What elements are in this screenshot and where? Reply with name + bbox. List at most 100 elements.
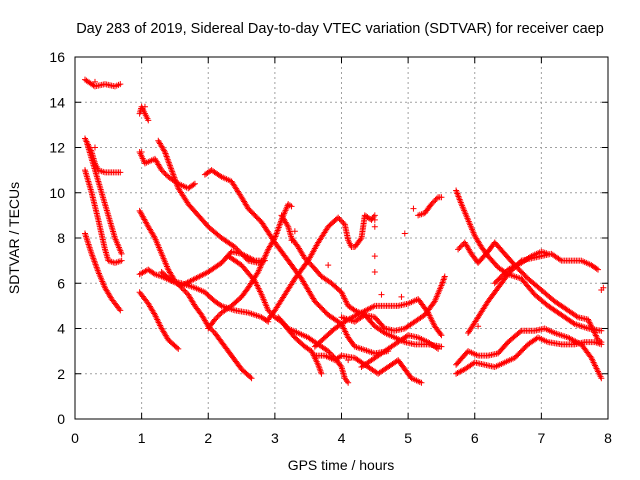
data-point-trail [327,350,334,357]
data-point [158,167,165,174]
data-point [117,307,124,314]
data-point-trail [326,349,333,356]
data-point-trail [570,320,577,327]
data-point-trail [592,330,599,337]
data-point [598,375,605,382]
data-point-trail [437,330,444,337]
data-point-trail [431,198,438,205]
data-point [401,230,408,237]
data-point-trail [336,215,343,222]
data-point [545,250,552,257]
data-point-trail [181,287,188,294]
series-arc-n [205,201,295,332]
data-point [138,149,145,156]
data-point [191,180,198,187]
data-point-trail [87,246,94,253]
data-point-trail [517,328,524,335]
data-point [475,323,482,330]
data-point-trail [589,325,596,332]
data-point-trail [433,344,440,351]
data-point-trail [209,327,216,334]
data-point-trail [337,362,344,369]
data-point [410,205,417,212]
x-tick-label: 8 [604,430,612,446]
data-point [301,255,308,262]
data-point [371,216,378,223]
data-point-trail [303,256,310,263]
data-point [118,250,125,257]
data-point-trail [337,217,344,224]
data-point [438,194,445,201]
data-points [81,76,607,386]
data-point-trail [161,169,168,176]
data-point-trail [150,270,157,277]
data-point-trail [593,333,600,340]
y-tick-label: 4 [57,321,65,337]
data-point-trail [217,301,224,308]
data-point-trail [590,328,597,335]
data-point [318,370,325,377]
data-point-trail [457,243,464,250]
data-point [598,327,605,334]
x-tick-label: 3 [271,430,279,446]
data-point [175,345,182,352]
data-point [378,291,385,298]
data-point-trail [214,313,221,320]
series-arc-d [81,167,125,266]
data-point-trail [357,236,364,243]
data-point-trail [85,241,92,248]
data-point [435,345,442,352]
data-point-trail [432,196,439,203]
series-arc-i [136,207,255,382]
y-tick-label: 8 [57,230,65,246]
data-point [91,78,98,85]
x-tick-label: 4 [338,430,346,446]
data-point-trail [84,238,91,245]
y-tick-label: 14 [49,94,65,110]
data-point [345,357,352,364]
chart-title: Day 283 of 2019, Sidereal Day-to-day VTE… [76,21,604,37]
data-point-trail [284,222,291,229]
x-tick-label: 0 [71,430,79,446]
series-arc-s [311,296,445,350]
data-point-trail [215,312,222,319]
data-point [441,273,448,280]
data-point-trail [213,315,220,322]
series-arc-h [155,137,268,266]
series-arc-e [81,230,124,314]
series-arc-w [415,194,445,219]
data-point [600,284,607,291]
data-point [141,103,148,110]
data-point-trail [190,181,197,188]
data-point [248,375,255,382]
series-arc-p [265,212,378,323]
data-point-trail [82,232,89,239]
data-point [598,341,605,348]
y-tick-label: 6 [57,275,65,291]
series-arc-k [136,289,182,352]
data-point [418,379,425,386]
data-point-trail [433,195,440,202]
data-point [118,257,125,264]
series-arc-z [453,325,605,382]
data-point-trail [151,233,158,240]
data-point-trail [84,236,91,243]
data-point-trail [250,256,257,263]
y-tick-label: 2 [57,366,65,382]
series-arc-o [225,253,325,377]
data-point-trail [592,332,599,339]
y-tick-label: 10 [49,185,65,201]
data-point-trail [87,247,94,254]
y-tick-label: 16 [49,49,65,65]
data-point [455,246,462,253]
plot-frame [74,56,609,420]
data-point [345,379,352,386]
data-point-trail [234,246,241,253]
data-point-trail [161,147,168,154]
data-point-trail [429,199,436,206]
data-point [117,81,124,88]
series-arc-c [83,139,125,257]
data-point [81,230,88,237]
data-point-trail [593,265,600,272]
